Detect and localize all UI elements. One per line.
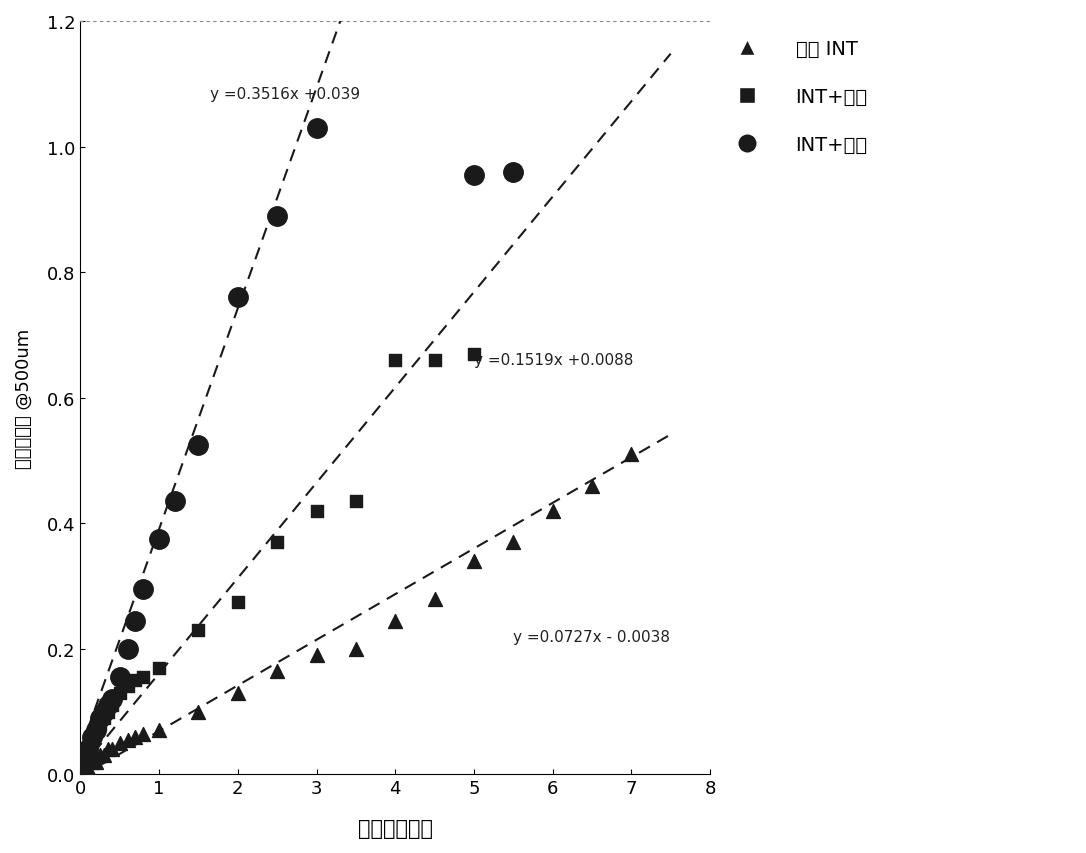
INT+乙醉 [76,762,93,775]
X-axis label: 时间（分钟）: 时间（分钟） [357,818,432,838]
只含 INT [583,479,601,493]
INT+乙醉 [229,595,247,609]
只含 INT [118,733,136,746]
INT+乙醇 [79,742,97,756]
INT+乙醇 [127,614,144,628]
只含 INT [465,554,482,568]
INT+乙醉 [135,670,152,684]
只含 INT [84,755,101,769]
只含 INT [348,642,365,656]
INT+乙醉 [91,717,109,731]
只含 INT [190,705,207,718]
INT+乙醉 [127,674,144,688]
INT+乙醉 [150,661,167,675]
INT+乙醉 [426,354,443,368]
INT+乙醉 [307,504,325,518]
只含 INT [544,504,561,518]
只含 INT [111,736,128,750]
INT+乙醇 [118,642,136,656]
INT+乙醉 [118,680,136,693]
INT+乙醉 [103,699,121,712]
INT+乙醇 [135,583,152,596]
INT+乙醇 [103,693,121,706]
INT+乙醉 [79,755,97,769]
INT+乙醇 [268,210,286,223]
Legend: 只含 INT, INT+乙醉, INT+乙醇: 只含 INT, INT+乙醉, INT+乙醇 [720,32,875,162]
只含 INT [268,664,286,678]
只含 INT [229,686,247,699]
INT+乙醇 [91,711,109,725]
INT+乙醇 [465,169,482,183]
只含 INT [505,536,522,549]
INT+乙醉 [84,736,101,750]
只含 INT [150,723,167,737]
INT+乙醉 [268,536,286,549]
只含 INT [426,592,443,606]
只含 INT [135,727,152,740]
INT+乙醇 [96,705,113,718]
INT+乙醉 [88,723,105,737]
只含 INT [76,768,93,781]
Text: y =0.0727x - 0.0038: y =0.0727x - 0.0038 [514,629,670,644]
INT+乙醇 [150,532,167,546]
Text: y =0.1519x +0.0088: y =0.1519x +0.0088 [473,353,633,368]
INT+乙醉 [111,686,128,699]
只含 INT [622,448,640,461]
INT+乙醇 [307,122,325,136]
只含 INT [99,742,116,756]
INT+乙醇 [99,699,116,712]
INT+乙醇 [76,755,93,769]
INT+乙醇 [229,291,247,305]
INT+乙醉 [99,705,116,718]
INT+乙醇 [111,670,128,684]
INT+乙醇 [88,723,105,737]
INT+乙醉 [465,347,482,361]
Text: y =0.3516x +0.039: y =0.3516x +0.039 [211,87,361,102]
只含 INT [88,755,105,769]
INT+乙醉 [387,354,404,368]
只含 INT [307,648,325,662]
Y-axis label: 吸收値增加 @500um: 吸收値增加 @500um [15,328,33,468]
INT+乙醉 [96,711,113,725]
INT+乙醇 [505,165,522,179]
INT+乙醇 [84,730,101,744]
INT+乙醇 [166,495,184,508]
只含 INT [91,749,109,763]
INT+乙醇 [190,438,207,452]
INT+乙醉 [348,495,365,508]
只含 INT [127,730,144,744]
只含 INT [96,749,113,763]
INT+乙醉 [190,624,207,637]
只含 INT [103,742,121,756]
只含 INT [387,614,404,628]
只含 INT [79,762,97,775]
